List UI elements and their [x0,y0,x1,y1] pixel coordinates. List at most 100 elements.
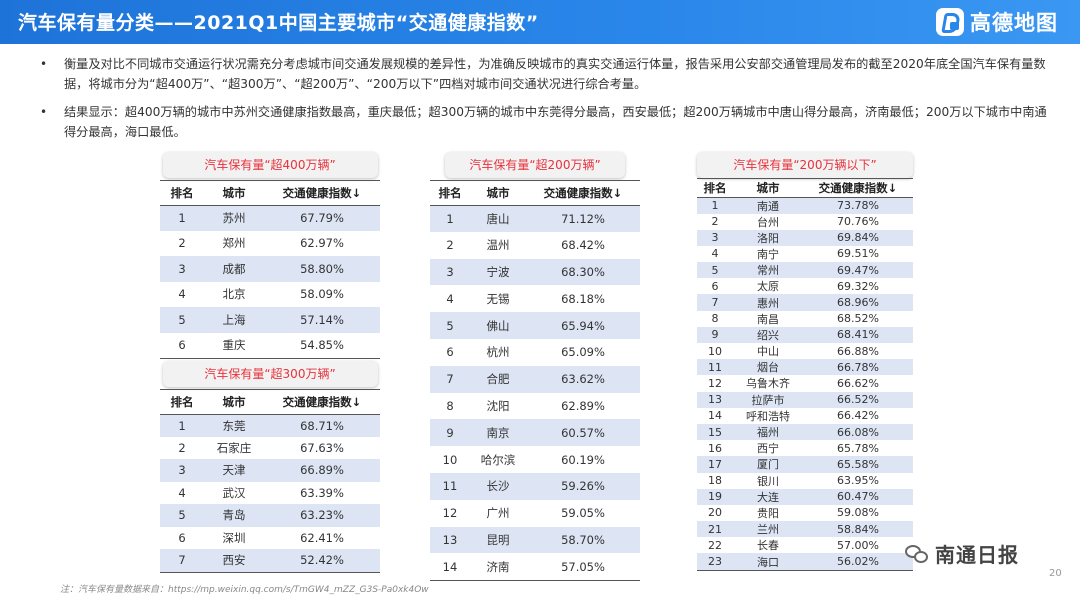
index-cell: 63.62% [526,365,640,393]
city-cell: 拉萨市 [733,391,803,408]
index-cell: 52.42% [264,549,380,572]
index-cell: 65.58% [803,456,913,473]
table-row: 10 中山 66.88% [697,343,913,360]
table-row: 5 青岛 63.23% [160,504,380,527]
index-cell: 66.62% [803,375,913,392]
table-body: 1 苏州 67.79% 2 郑州 62.97% 3 成都 58.80% 4 北京 58.09% 5 上海 5… [160,205,380,358]
table-row: 10 哈尔滨 60.19% [430,446,640,473]
rank-cell: 5 [697,262,733,279]
city-cell: 济南 [470,553,526,581]
index-cell: 58.80% [264,256,380,282]
rank-cell: 4 [697,245,733,263]
table-row: 3 天津 66.89% [160,459,380,482]
rank-cell: 4 [430,285,470,313]
index-cell: 67.63% [264,436,380,459]
index-cell: 70.76% [803,213,913,230]
index-cell: 66.42% [803,407,913,424]
rank-cell: 7 [160,549,204,572]
city-cell: 洛阳 [733,229,803,246]
table-row: 6 杭州 65.09% [430,338,640,366]
city-cell: 成都 [204,256,264,282]
table-row: 14 呼和浩特 66.42% [697,407,913,424]
table-row: 1 东莞 68.71% [160,414,380,437]
panel-over-300: 汽车保有量“超300万辆” 排名 城市 交通健康指数↓ 1 东莞 68.71% 2 石家… [160,361,380,573]
column-header-rank: 排名 [697,179,733,198]
brand-name: 高德地图 [970,11,1058,35]
rank-cell: 12 [697,375,733,392]
table-row: 3 宁波 68.30% [430,258,640,286]
city-cell: 深圳 [204,526,264,549]
bullet-item: • 结果显示：超400万辆的城市中苏州交通健康指数最高，重庆最低；超300万辆的… [40,102,1050,142]
source-footnote: 注：汽车保有量数据来自：https://mp.weixin.qq.com/s/T… [60,585,429,595]
index-cell: 69.51% [803,245,913,263]
table-over-400: 排名 城市 交通健康指数↓ 1 苏州 67.79% 2 郑州 62.97% 3 成都 58.80… [160,181,380,358]
rank-cell: 2 [430,231,470,259]
rank-cell: 1 [160,414,204,437]
rank-cell: 16 [697,440,733,457]
city-cell: 沈阳 [470,392,526,420]
table-row: 2 郑州 62.97% [160,230,380,256]
rank-cell: 3 [160,256,204,282]
city-cell: 上海 [204,307,264,333]
rank-cell: 11 [430,472,470,500]
index-cell: 62.89% [526,392,640,420]
city-cell: 中山 [733,343,803,360]
index-cell: 68.18% [526,285,640,313]
city-cell: 长春 [733,537,803,554]
index-cell: 57.05% [526,553,640,581]
table-row: 19 大连 60.47% [697,488,913,505]
rank-cell: 7 [430,365,470,393]
panel-over-200: 汽车保有量“超200万辆” 排名 城市 交通健康指数↓ 1 唐山 71.12% 2 温州… [430,152,640,582]
bullet-dot-icon: • [40,57,48,71]
table-row: 9 南京 60.57% [430,419,640,447]
city-cell: 西安 [204,549,264,572]
city-cell: 南京 [470,419,526,447]
city-cell: 无锡 [470,285,526,313]
table-row: 8 南昌 68.52% [697,310,913,327]
table-row: 13 昆明 58.70% [430,526,640,554]
city-cell: 南通 [733,197,803,214]
rank-cell: 5 [430,312,470,339]
city-cell: 长沙 [470,472,526,500]
city-cell: 佛山 [470,312,526,339]
table-body: 1 唐山 71.12% 2 温州 68.42% 3 宁波 68.30% 4 无锡 68.18% 5 佛山 6… [430,205,640,581]
rank-cell: 23 [697,553,733,570]
city-cell: 石家庄 [204,436,264,459]
city-cell: 昆明 [470,526,526,554]
panel-over-400: 汽车保有量“超400万辆” 排名 城市 交通健康指数↓ 1 苏州 67.79% 2 郑州… [160,152,380,359]
rank-cell: 5 [160,307,204,333]
index-cell: 60.47% [803,488,913,505]
index-cell: 67.79% [264,205,380,231]
city-cell: 海口 [733,553,803,570]
city-cell: 福州 [733,423,803,441]
column-header-city: 城市 [204,390,264,415]
page-number: 20 [1049,568,1062,579]
city-cell: 郑州 [204,230,264,256]
column-header-rank: 排名 [160,181,204,206]
rank-cell: 22 [697,537,733,554]
index-cell: 59.05% [526,499,640,527]
city-cell: 西宁 [733,440,803,457]
rank-cell: 3 [430,258,470,286]
city-cell: 银川 [733,472,803,489]
rank-cell: 10 [430,446,470,473]
table-row: 23 海口 56.02% [697,553,913,570]
rank-cell: 8 [430,392,470,420]
table-row: 2 石家庄 67.63% [160,436,380,459]
bullet-text: 衡量及对比不同城市交通运行状况需充分考虑城市间交通发展规模的差异性，为准确反映城… [64,57,1046,91]
index-cell: 62.97% [264,230,380,256]
table-row: 15 福州 66.08% [697,423,913,441]
index-cell: 68.96% [803,294,913,311]
index-cell: 66.52% [803,391,913,408]
index-cell: 60.19% [526,446,640,473]
index-cell: 68.71% [264,414,380,437]
table-over-300: 排名 城市 交通健康指数↓ 1 东莞 68.71% 2 石家庄 67.63% 3 天津 66.8… [160,390,380,572]
rank-cell: 14 [697,407,733,424]
index-cell: 59.08% [803,504,913,522]
index-cell: 65.09% [526,338,640,366]
watermark: 南通日报 [905,539,1019,568]
index-cell: 59.26% [526,472,640,500]
rank-cell: 1 [430,205,470,232]
table-row: 18 银川 63.95% [697,472,913,489]
column-header-rank: 排名 [430,181,470,206]
